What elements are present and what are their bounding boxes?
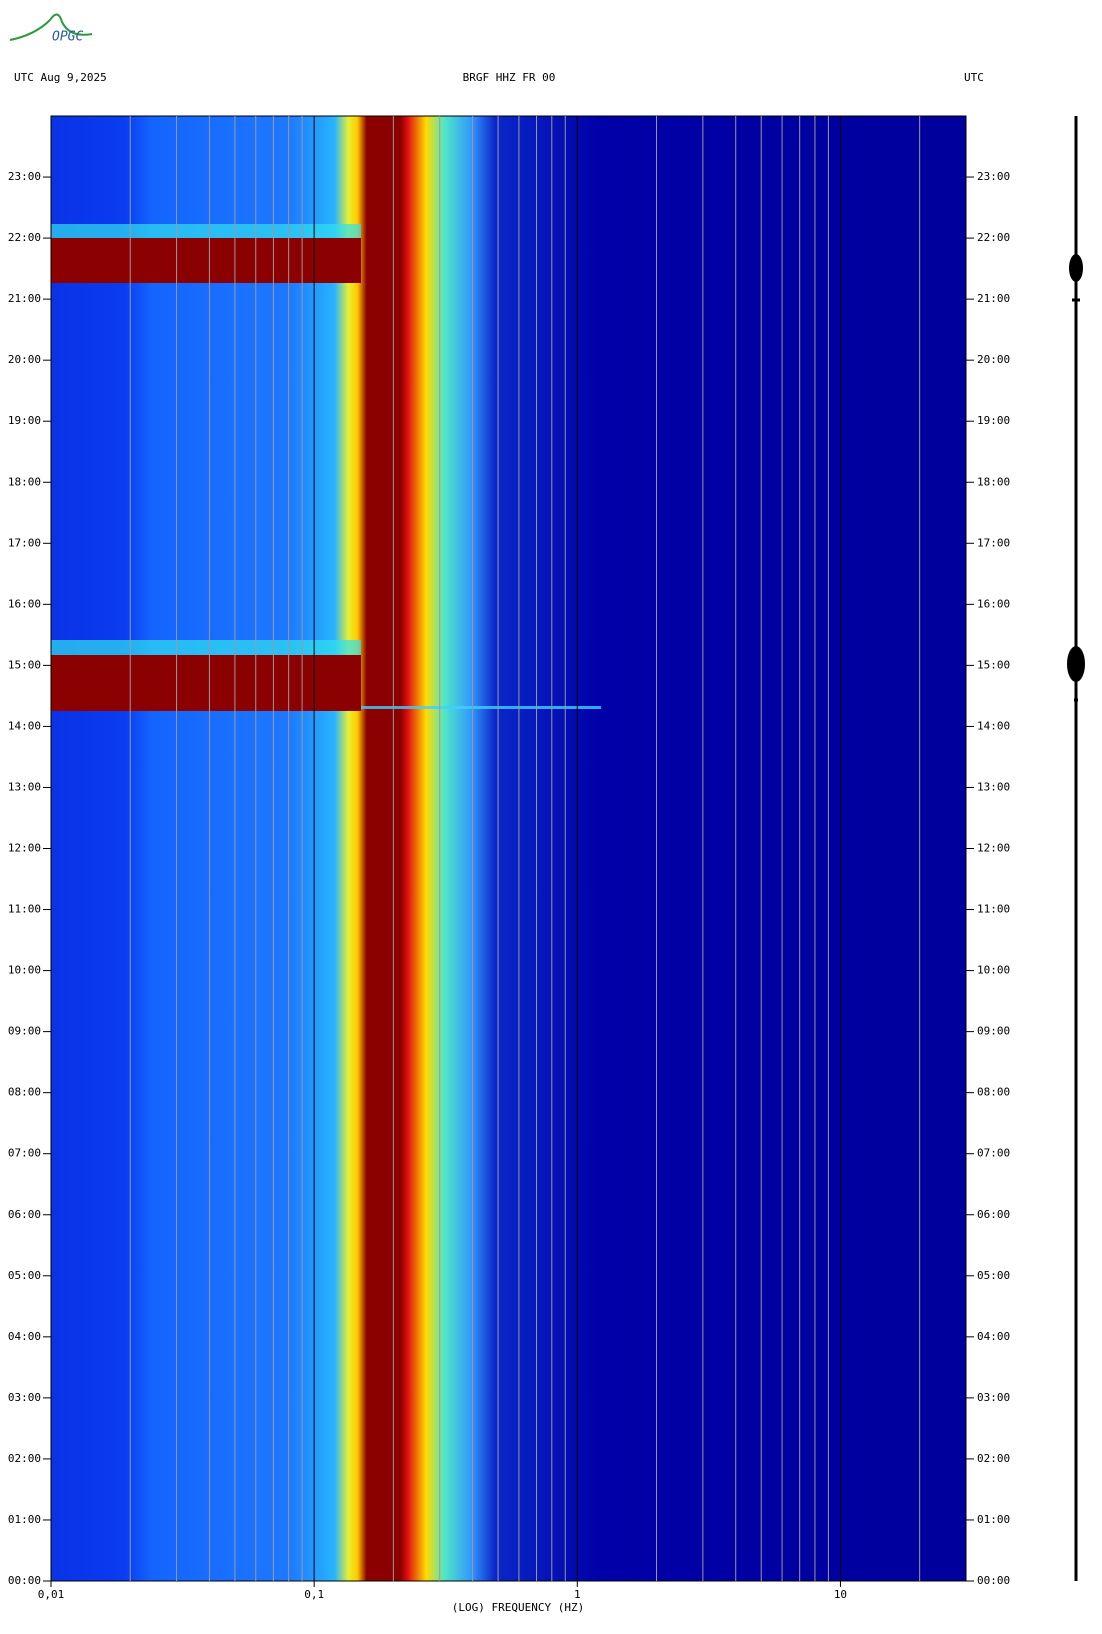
y-tick-label-right: 10:00 [977,964,1010,977]
y-tick-label: 03:00 [8,1391,41,1404]
y-tick-label-right: 16:00 [977,597,1010,610]
y-tick-label: 07:00 [8,1147,41,1160]
y-tick-label: 18:00 [8,475,41,488]
y-tick-label: 20:00 [8,353,41,366]
y-tick-label: 06:00 [8,1208,41,1221]
y-tick-label: 19:00 [8,414,41,427]
x-tick-label: 0,1 [304,1588,324,1601]
y-tick-label: 15:00 [8,658,41,671]
y-tick-label: 22:00 [8,231,41,244]
y-tick-label-right: 00:00 [977,1574,1010,1587]
y-tick-label-right: 20:00 [977,353,1010,366]
y-tick-label: 09:00 [8,1025,41,1038]
seismogram-burst [1067,646,1085,682]
y-tick-label: 10:00 [8,964,41,977]
y-tick-label: 21:00 [8,292,41,305]
y-tick-label: 00:00 [8,1574,41,1587]
event-halo [51,640,361,655]
y-tick-label: 01:00 [8,1513,41,1526]
x-tick-label: 0,01 [38,1588,65,1601]
chart-title: BRGF HHZ FR 00 [463,71,556,84]
y-tick-label-right: 13:00 [977,780,1010,793]
y-tick-label-right: 23:00 [977,170,1010,183]
y-tick-label: 12:00 [8,842,41,855]
x-tick-label: 10 [834,1588,847,1601]
y-tick-label-right: 04:00 [977,1330,1010,1343]
y-tick-label-right: 19:00 [977,414,1010,427]
y-tick-label-right: 02:00 [977,1452,1010,1465]
logo-mark [9,13,93,41]
y-tick-label-right: 11:00 [977,903,1010,916]
y-tick-label-right: 18:00 [977,475,1010,488]
event-halo [51,224,361,238]
y-tick-label: 23:00 [8,170,41,183]
spectrogram-image [51,116,966,1581]
y-tick-label: 05:00 [8,1269,41,1282]
y-tick-label-right: 15:00 [977,658,1010,671]
y-tick-label: 08:00 [8,1086,41,1099]
y-tick-label: 02:00 [8,1452,41,1465]
seismogram-burst [1069,254,1083,282]
y-tick-label-right: 21:00 [977,292,1010,305]
event-band [51,655,361,711]
event-line [361,706,601,709]
y-tick-label-right: 05:00 [977,1269,1010,1282]
y-tick-label: 13:00 [8,780,41,793]
seismogram-trace [1068,116,1084,1581]
y-tick-label-right: 01:00 [977,1513,1010,1526]
y-tick-label-right: 22:00 [977,231,1010,244]
header-left: UTC Aug 9,2025 [14,71,107,84]
y-tick-label: 11:00 [8,903,41,916]
y-tick-label-right: 17:00 [977,536,1010,549]
x-tick-label: 1 [574,1588,581,1601]
y-tick-label: 04:00 [8,1330,41,1343]
x-axis-label: (LOG) FREQUENCY (HZ) [452,1601,584,1614]
y-tick-label: 16:00 [8,597,41,610]
y-tick-label: 14:00 [8,719,41,732]
header-right: UTC [964,71,984,84]
y-tick-label-right: 14:00 [977,719,1010,732]
y-tick-label-right: 07:00 [977,1147,1010,1160]
y-tick-label-right: 03:00 [977,1391,1010,1404]
logo: OPGC [52,30,83,45]
y-tick-label-right: 09:00 [977,1025,1010,1038]
y-tick-label: 17:00 [8,536,41,549]
y-tick-label-right: 08:00 [977,1086,1010,1099]
event-band [51,238,361,283]
y-tick-label-right: 06:00 [977,1208,1010,1221]
y-tick-label-right: 12:00 [977,842,1010,855]
